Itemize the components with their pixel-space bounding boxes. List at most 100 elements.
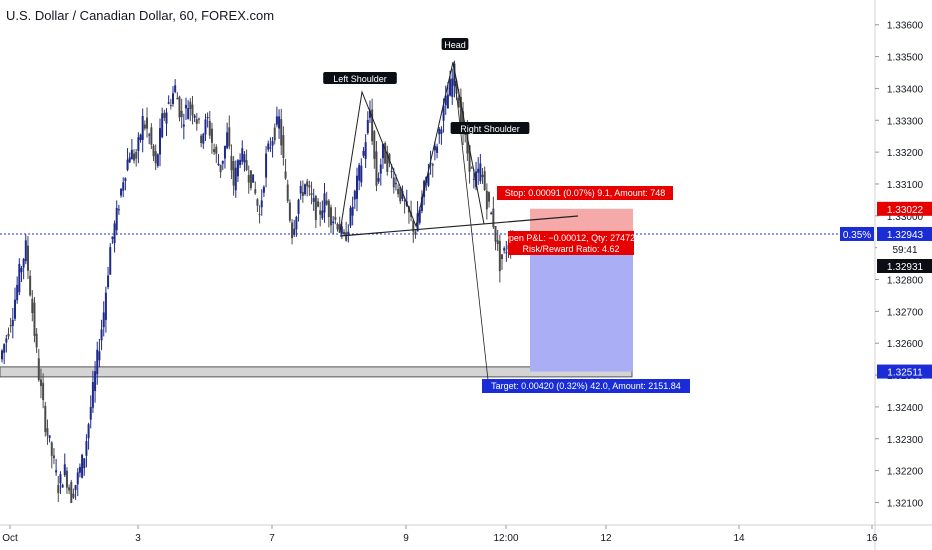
- candle-body: [332, 221, 335, 224]
- candle-body: [241, 148, 244, 162]
- candle-body: [280, 119, 283, 146]
- candle-body: [187, 107, 190, 119]
- x-tick-label: Oct: [2, 533, 18, 544]
- neckline: [339, 215, 579, 237]
- x-tick-label: 14: [733, 533, 745, 544]
- candle-body: [70, 482, 73, 504]
- candle-body: [87, 424, 90, 439]
- candle-body: [256, 199, 259, 206]
- candle-body: [330, 207, 333, 226]
- candle-body: [213, 149, 216, 153]
- stop-label-bg: [497, 186, 673, 200]
- candle-body: [68, 487, 71, 491]
- candle-body: [249, 170, 252, 189]
- candle-body: [33, 302, 36, 336]
- candle-body: [362, 150, 365, 156]
- y-tick-label: 1.32100: [887, 498, 924, 509]
- y-tick-label: 1.32800: [887, 276, 924, 287]
- candle-body: [195, 119, 198, 124]
- candle-body: [262, 186, 265, 193]
- candle-body: [26, 245, 29, 271]
- candle-body: [156, 154, 159, 166]
- y-tick-label: 1.33100: [887, 180, 924, 191]
- candle-body: [161, 113, 164, 138]
- candle-body: [440, 129, 443, 134]
- candle-body: [126, 159, 129, 170]
- candle-body: [379, 164, 382, 174]
- candle-body: [427, 172, 430, 186]
- candle-body: [193, 115, 196, 118]
- candle-body: [381, 143, 384, 159]
- candle-body: [197, 118, 200, 120]
- candle-body: [355, 175, 358, 199]
- candle-body: [260, 200, 263, 208]
- candle-body: [299, 185, 302, 194]
- candle-body: [39, 379, 42, 386]
- pnl-label-bg: [508, 231, 634, 255]
- candle-body: [210, 128, 213, 143]
- candle-body: [167, 102, 170, 104]
- candle-body: [221, 160, 224, 164]
- candle-body: [94, 371, 97, 392]
- candle-body: [165, 112, 168, 124]
- candle-body: [31, 298, 34, 314]
- candle-body: [72, 493, 75, 498]
- candle-body: [120, 189, 123, 196]
- candle-body: [386, 151, 389, 172]
- candle-body: [492, 208, 495, 228]
- candle-body: [135, 151, 138, 159]
- candle-body: [109, 247, 112, 275]
- x-tick-label: 3: [135, 533, 141, 544]
- candle-body: [85, 441, 88, 456]
- candle-body: [239, 159, 242, 166]
- candle-body: [286, 184, 289, 202]
- candle-body: [133, 153, 136, 161]
- candle-body: [431, 164, 434, 166]
- candles: [1, 60, 514, 504]
- x-tick-label: 9: [403, 533, 409, 544]
- candle-body: [35, 333, 38, 348]
- candle-body: [57, 484, 60, 494]
- right-shoulder-label-bg: [450, 122, 530, 134]
- candle-body: [446, 94, 449, 109]
- candle-body: [182, 124, 185, 127]
- candle-body: [271, 140, 274, 146]
- candle-body: [117, 209, 120, 211]
- y-tick-label: 1.33200: [887, 148, 924, 159]
- candle-body: [345, 232, 348, 241]
- candle-body: [180, 110, 183, 118]
- candle-body: [384, 143, 387, 164]
- candle-body: [228, 127, 231, 147]
- candle-body: [496, 240, 499, 244]
- candle-body: [128, 157, 131, 163]
- candle-body: [295, 216, 298, 230]
- candle-body: [336, 224, 339, 230]
- candle-body: [308, 185, 311, 188]
- candle-body: [5, 338, 8, 343]
- candle-body: [291, 222, 294, 239]
- candle-body: [20, 267, 23, 273]
- candle-body: [353, 190, 356, 200]
- candle-body: [394, 183, 397, 185]
- candle-body: [438, 128, 441, 135]
- stop-price-tag: 1.33022: [887, 205, 924, 216]
- y-tick-label: 1.32400: [887, 403, 924, 414]
- y-tick-label: 1.32700: [887, 307, 924, 318]
- last-price-bg: [877, 259, 932, 273]
- stop-label: Stop: 0.00091 (0.07%) 9.1, Amount: 748: [505, 188, 666, 198]
- candle-body: [150, 127, 153, 145]
- candle-body: [50, 442, 53, 456]
- candle-body: [401, 191, 404, 199]
- candle-body: [169, 105, 172, 107]
- candle-body: [505, 252, 508, 254]
- candle-body: [98, 351, 101, 361]
- candle-body: [83, 458, 86, 469]
- candle-body: [148, 134, 151, 136]
- candle-body: [1, 350, 3, 360]
- candle-body: [275, 116, 278, 125]
- candle-body: [9, 325, 12, 327]
- candle-body: [483, 171, 486, 190]
- pattern-drawings: Head Left Shoulder Right Shoulder: [323, 38, 579, 381]
